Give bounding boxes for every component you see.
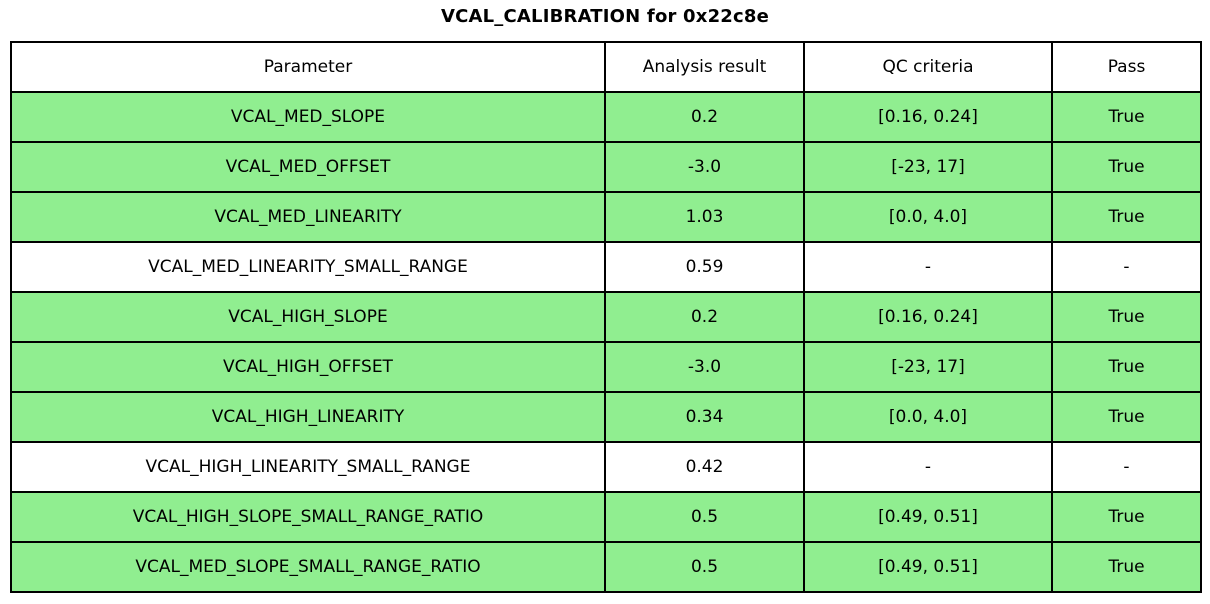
analysis-result-cell: -3.0 [604,141,805,193]
analysis-result-cell: 0.34 [604,391,805,443]
analysis-result-cell: -3.0 [604,341,805,393]
qc-criteria-cell: [0.49, 0.51] [803,491,1053,543]
col-header-parameter: Parameter [10,41,606,93]
pass-cell: True [1051,291,1202,343]
qc-criteria-cell: - [803,241,1053,293]
analysis-result-cell: 0.2 [604,91,805,143]
parameter-cell: VCAL_HIGH_LINEARITY_SMALL_RANGE [10,441,606,493]
parameter-cell: VCAL_MED_LINEARITY_SMALL_RANGE [10,241,606,293]
table-row: VCAL_MED_SLOPE_SMALL_RANGE_RATIO 0.5 [0.… [10,541,1202,593]
parameter-cell: VCAL_MED_SLOPE [10,91,606,143]
table-row: VCAL_HIGH_OFFSET -3.0 [-23, 17] True [10,341,1202,393]
qc-criteria-cell: - [803,441,1053,493]
analysis-result-cell: 0.5 [604,491,805,543]
pass-cell: True [1051,141,1202,193]
parameter-cell: VCAL_HIGH_OFFSET [10,341,606,393]
pass-cell: True [1051,391,1202,443]
qc-criteria-cell: [0.16, 0.24] [803,91,1053,143]
parameter-cell: VCAL_MED_SLOPE_SMALL_RANGE_RATIO [10,541,606,593]
pass-cell: True [1051,541,1202,593]
pass-cell: True [1051,191,1202,243]
vcal-calibration-table: Parameter Analysis result QC criteria Pa… [10,41,1202,593]
pass-cell: True [1051,91,1202,143]
table-row: VCAL_HIGH_LINEARITY_SMALL_RANGE 0.42 - - [10,441,1202,493]
table-row: VCAL_MED_LINEARITY_SMALL_RANGE 0.59 - - [10,241,1202,293]
table-row: VCAL_MED_SLOPE 0.2 [0.16, 0.24] True [10,91,1202,143]
qc-criteria-cell: [0.16, 0.24] [803,291,1053,343]
parameter-cell: VCAL_MED_OFFSET [10,141,606,193]
table-header-row: Parameter Analysis result QC criteria Pa… [10,41,1202,93]
col-header-analysis-result: Analysis result [604,41,805,93]
analysis-result-cell: 1.03 [604,191,805,243]
page-title: VCAL_CALIBRATION for 0x22c8e [440,6,770,27]
analysis-result-cell: 0.42 [604,441,805,493]
qc-criteria-cell: [0.0, 4.0] [803,191,1053,243]
col-header-pass: Pass [1051,41,1202,93]
table-row: VCAL_HIGH_SLOPE 0.2 [0.16, 0.24] True [10,291,1202,343]
parameter-cell: VCAL_MED_LINEARITY [10,191,606,243]
table-row: VCAL_HIGH_SLOPE_SMALL_RANGE_RATIO 0.5 [0… [10,491,1202,543]
table-row: VCAL_MED_LINEARITY 1.03 [0.0, 4.0] True [10,191,1202,243]
pass-cell: True [1051,491,1202,543]
qc-criteria-cell: [-23, 17] [803,341,1053,393]
analysis-result-cell: 0.2 [604,291,805,343]
analysis-result-cell: 0.5 [604,541,805,593]
qc-criteria-cell: [-23, 17] [803,141,1053,193]
table-row: VCAL_HIGH_LINEARITY 0.34 [0.0, 4.0] True [10,391,1202,443]
parameter-cell: VCAL_HIGH_SLOPE [10,291,606,343]
qc-criteria-cell: [0.0, 4.0] [803,391,1053,443]
table-row: VCAL_MED_OFFSET -3.0 [-23, 17] True [10,141,1202,193]
pass-cell: - [1051,241,1202,293]
parameter-cell: VCAL_HIGH_SLOPE_SMALL_RANGE_RATIO [10,491,606,543]
pass-cell: - [1051,441,1202,493]
qc-criteria-cell: [0.49, 0.51] [803,541,1053,593]
analysis-result-cell: 0.59 [604,241,805,293]
pass-cell: True [1051,341,1202,393]
col-header-qc-criteria: QC criteria [803,41,1053,93]
parameter-cell: VCAL_HIGH_LINEARITY [10,391,606,443]
